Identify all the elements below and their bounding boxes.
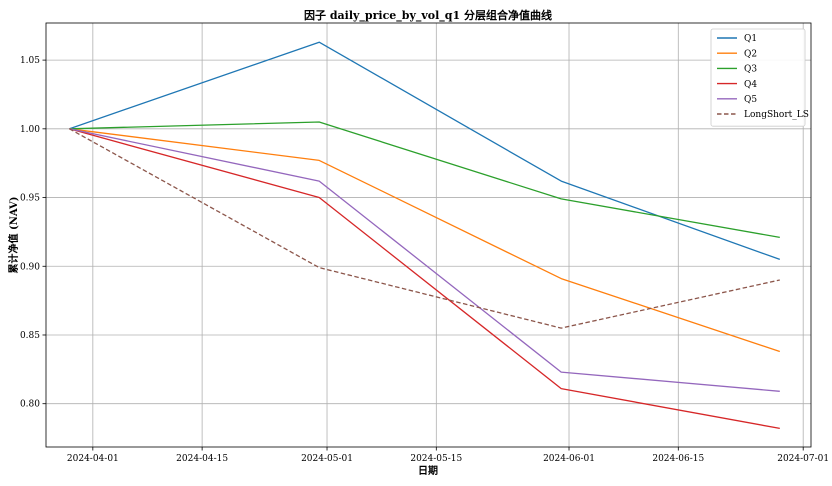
y-tick-label: 1.05 bbox=[20, 56, 40, 66]
x-tick-label: 2024-04-15 bbox=[176, 454, 228, 464]
grid bbox=[46, 23, 811, 447]
x-tick-label: 2024-06-01 bbox=[543, 454, 595, 464]
series-line-q1 bbox=[69, 41, 781, 261]
y-tick-label: 1.00 bbox=[20, 125, 40, 135]
legend-label-q4: Q4 bbox=[744, 80, 757, 90]
x-tick-label: 2024-05-01 bbox=[301, 454, 353, 464]
x-axis-title: 日期 bbox=[418, 464, 438, 477]
y-tick-label: 0.95 bbox=[20, 194, 40, 204]
y-axis-title: 累计净值 (NAV) bbox=[7, 197, 20, 274]
legend: Q1 Q2 Q3 Q4 Q5 LongShort_LS bbox=[710, 28, 809, 127]
y-tick-label: 0.90 bbox=[20, 262, 40, 272]
legend-label-q5: Q5 bbox=[744, 95, 757, 105]
x-tick-label: 2024-06-15 bbox=[652, 454, 704, 464]
chart-title: 因子 daily_price_by_vol_q1 分层组合净值曲线 bbox=[304, 8, 552, 23]
series-lines bbox=[69, 41, 781, 430]
legend-label-q2: Q2 bbox=[744, 49, 757, 59]
series-line-q3 bbox=[69, 121, 780, 239]
legend-label-longshort-ls: LongShort_LS bbox=[744, 110, 809, 120]
x-tick-label: 2024-04-01 bbox=[67, 454, 119, 464]
plot-area-frame bbox=[45, 22, 812, 448]
series-line-q5 bbox=[69, 128, 780, 392]
y-tick-label: 0.80 bbox=[20, 400, 40, 410]
y-tick-label: 0.85 bbox=[20, 331, 40, 341]
series-line-longshort-ls bbox=[69, 128, 780, 329]
x-tick-label: 2024-07-01 bbox=[777, 454, 829, 464]
axis-ticks: 2024-04-01 2024-04-15 2024-05-01 2024-05-15… bbox=[20, 56, 829, 464]
legend-label-q1: Q1 bbox=[744, 34, 757, 44]
x-tick-label: 2024-05-15 bbox=[410, 454, 462, 464]
series-line-q4 bbox=[69, 128, 780, 430]
legend-label-q3: Q3 bbox=[744, 65, 757, 75]
series-line-q2 bbox=[69, 128, 781, 353]
